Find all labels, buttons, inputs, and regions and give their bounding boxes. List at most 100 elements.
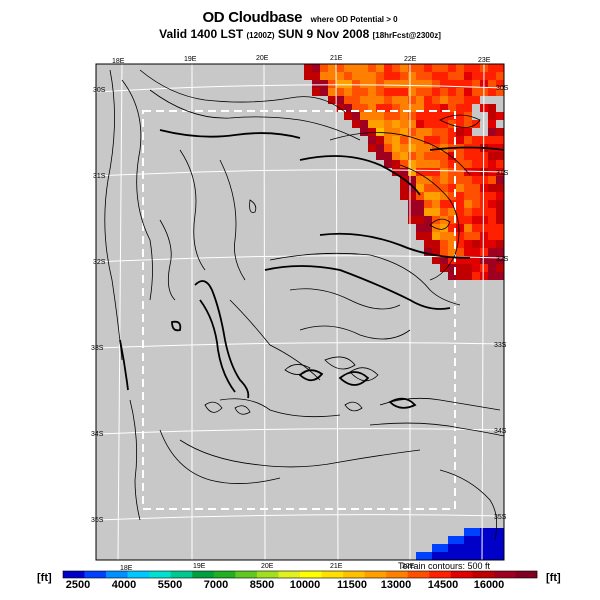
colorbar-swatch [149,571,172,578]
cloudbase-cell [440,80,448,88]
cloudbase-cell [352,104,360,112]
cloudbase-cell [376,72,384,80]
cloudbase-cell [488,272,496,280]
cloudbase-cell [424,184,432,192]
cloudbase-cell [344,96,352,104]
cloudbase-cell [384,112,392,120]
cloudbase-cell [416,144,424,152]
cloudbase-cell [392,104,400,112]
lat-label: 32S [93,259,106,266]
cloudbase-cell [440,96,448,104]
cloudbase-cell [416,64,424,72]
cloudbase-cell [456,248,464,256]
cloudbase-cell [360,64,368,72]
cloudbase-cell [408,152,416,160]
cloudbase-cell [472,64,480,72]
lon-label: 19E [193,563,206,570]
cloudbase-cell [400,104,408,112]
cloudbase-cell [376,88,384,96]
lon-label: 23E [478,57,491,64]
cloudbase-cell [456,96,464,104]
cloudbase-cell [424,552,432,560]
cloudbase-cell [464,200,472,208]
cloudbase-cell [480,552,488,560]
colorbar-label: 16000 [473,579,505,591]
inner-domain-box [142,110,456,510]
cloudbase-cell [408,112,416,120]
cloudbase-cell [432,88,440,96]
cloudbase-cell [464,192,472,200]
cloudbase-cell [488,528,496,536]
cloudbase-cell [432,544,440,552]
cloudbase-cell [496,208,504,216]
cloudbase-cell [376,112,384,120]
cloudbase-cell [464,176,472,184]
colorbar-label: 14500 [427,579,459,591]
cloudbase-cell [368,104,376,112]
cloudbase-cell [448,168,456,176]
cloudbase-cell [432,152,440,160]
cloudbase-cell [448,96,456,104]
cloudbase-cell [440,224,448,232]
cloudbase-cell [440,160,448,168]
cloudbase-cell [392,88,400,96]
cloudbase-cell [496,232,504,240]
cloudbase-cell [352,120,360,128]
cloudbase-cell [456,216,464,224]
cloudbase-cell [320,64,328,72]
lon-label: 20E [261,563,274,570]
cloudbase-cell [384,104,392,112]
cloudbase-cell [440,248,448,256]
cloudbase-cell [432,112,440,120]
graticule [96,64,504,560]
cloudbase-cell [440,168,448,176]
colorbar-swatch [343,571,365,578]
cloudbase-cell [464,80,472,88]
cloudbase-cell [456,184,464,192]
cloudbase-cell [480,272,488,280]
cloudbase-cell [304,64,312,72]
cloudbase-cell [496,144,504,152]
cloudbase-cell [328,72,336,80]
cloudbase-cell [480,192,488,200]
cloudbase-cell [496,200,504,208]
cloudbase-cell [448,552,456,560]
cloudbase-cell [480,240,488,248]
cloudbase-cell [416,152,424,160]
colorbar-swatch [450,571,473,578]
cloudbase-cell [464,72,472,80]
cloudbase-cell [368,88,376,96]
cloudbase-cell [344,104,352,112]
cloudbase-cell [432,96,440,104]
cloudbase-cell [448,128,456,136]
colorbar-swatch [386,571,409,578]
colorbar-label: 8500 [249,579,275,591]
cloudbase-cell [408,200,416,208]
cloudbase-cell [416,160,424,168]
cloudbase-cell [360,128,368,136]
cloudbase-cell [336,72,344,80]
cloudbase-cell [456,272,464,280]
cloudbase-field-northeast [304,64,504,280]
cloudbase-cell [416,128,424,136]
cloudbase-cell [416,72,424,80]
cloudbase-cell [488,256,496,264]
cloudbase-cell [488,552,496,560]
cloudbase-cell [464,128,472,136]
cloudbase-cell [392,152,400,160]
colorbar [62,570,538,579]
cloudbase-cell [424,64,432,72]
cloudbase-cell [472,72,480,80]
cloudbase-cell [496,256,504,264]
cloudbase-cell [464,248,472,256]
cloudbase-cell [400,144,408,152]
cloudbase-cell [344,64,352,72]
colorbar-swatch [472,571,495,578]
cloudbase-cell [488,248,496,256]
cloudbase-cell [408,136,416,144]
cloudbase-cell [496,72,504,80]
cloudbase-cell [480,208,488,216]
cloudbase-cell [432,128,440,136]
cloudbase-cell [456,224,464,232]
cloudbase-cell [480,224,488,232]
